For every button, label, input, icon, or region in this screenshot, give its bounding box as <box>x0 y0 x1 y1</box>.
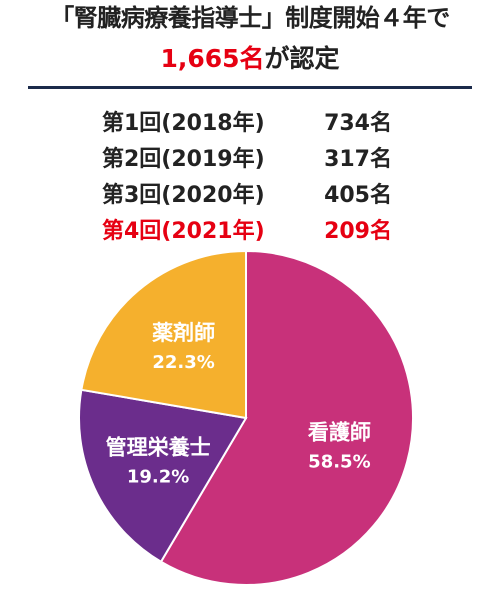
pie-chart: 看護師 58.5% 管理栄養士 19.2% 薬剤師 22.3% <box>78 250 414 586</box>
slice-value-nurse: 58.5% <box>308 452 370 473</box>
pie-slice-nurse <box>159 250 414 586</box>
year-row: 第2回(2019年) 317名 <box>90 142 420 178</box>
year-row-label: 第2回(2019年) <box>102 147 265 172</box>
slice-label-dietitian: 管理栄養士 <box>106 436 211 460</box>
total-count: 1,665名 <box>160 44 265 73</box>
slice-value-pharmacist: 22.3% <box>152 352 214 373</box>
divider <box>28 86 472 89</box>
slice-label-nurse: 看護師 <box>308 421 371 445</box>
year-row-label: 第1回(2018年) <box>102 111 265 136</box>
pie-slice-dietitian <box>78 388 248 564</box>
year-row-value: 317名 <box>324 147 392 172</box>
year-row-value: 734名 <box>324 111 392 136</box>
year-row: 第1回(2018年) 734名 <box>90 106 420 142</box>
pie-slice-pharmacist <box>80 250 247 420</box>
title-line-2: 1,665名が認定 <box>0 44 500 74</box>
year-row-highlighted: 第4回(2021年) 209名 <box>90 214 420 250</box>
yearly-counts: 第1回(2018年) 734名 第2回(2019年) 317名 第3回(2020… <box>90 106 420 250</box>
year-row-label: 第4回(2021年) <box>102 219 265 244</box>
year-row-value: 405名 <box>324 183 392 208</box>
year-row: 第3回(2020年) 405名 <box>90 178 420 214</box>
title-suffix: が認定 <box>264 44 340 73</box>
title-line-1: 「腎臓病療養指導士」制度開始４年で <box>50 4 450 32</box>
slice-value-dietitian: 19.2% <box>127 467 189 488</box>
year-row-value: 209名 <box>324 219 392 244</box>
year-row-label: 第3回(2020年) <box>102 183 265 208</box>
slice-label-pharmacist: 薬剤師 <box>152 321 215 345</box>
